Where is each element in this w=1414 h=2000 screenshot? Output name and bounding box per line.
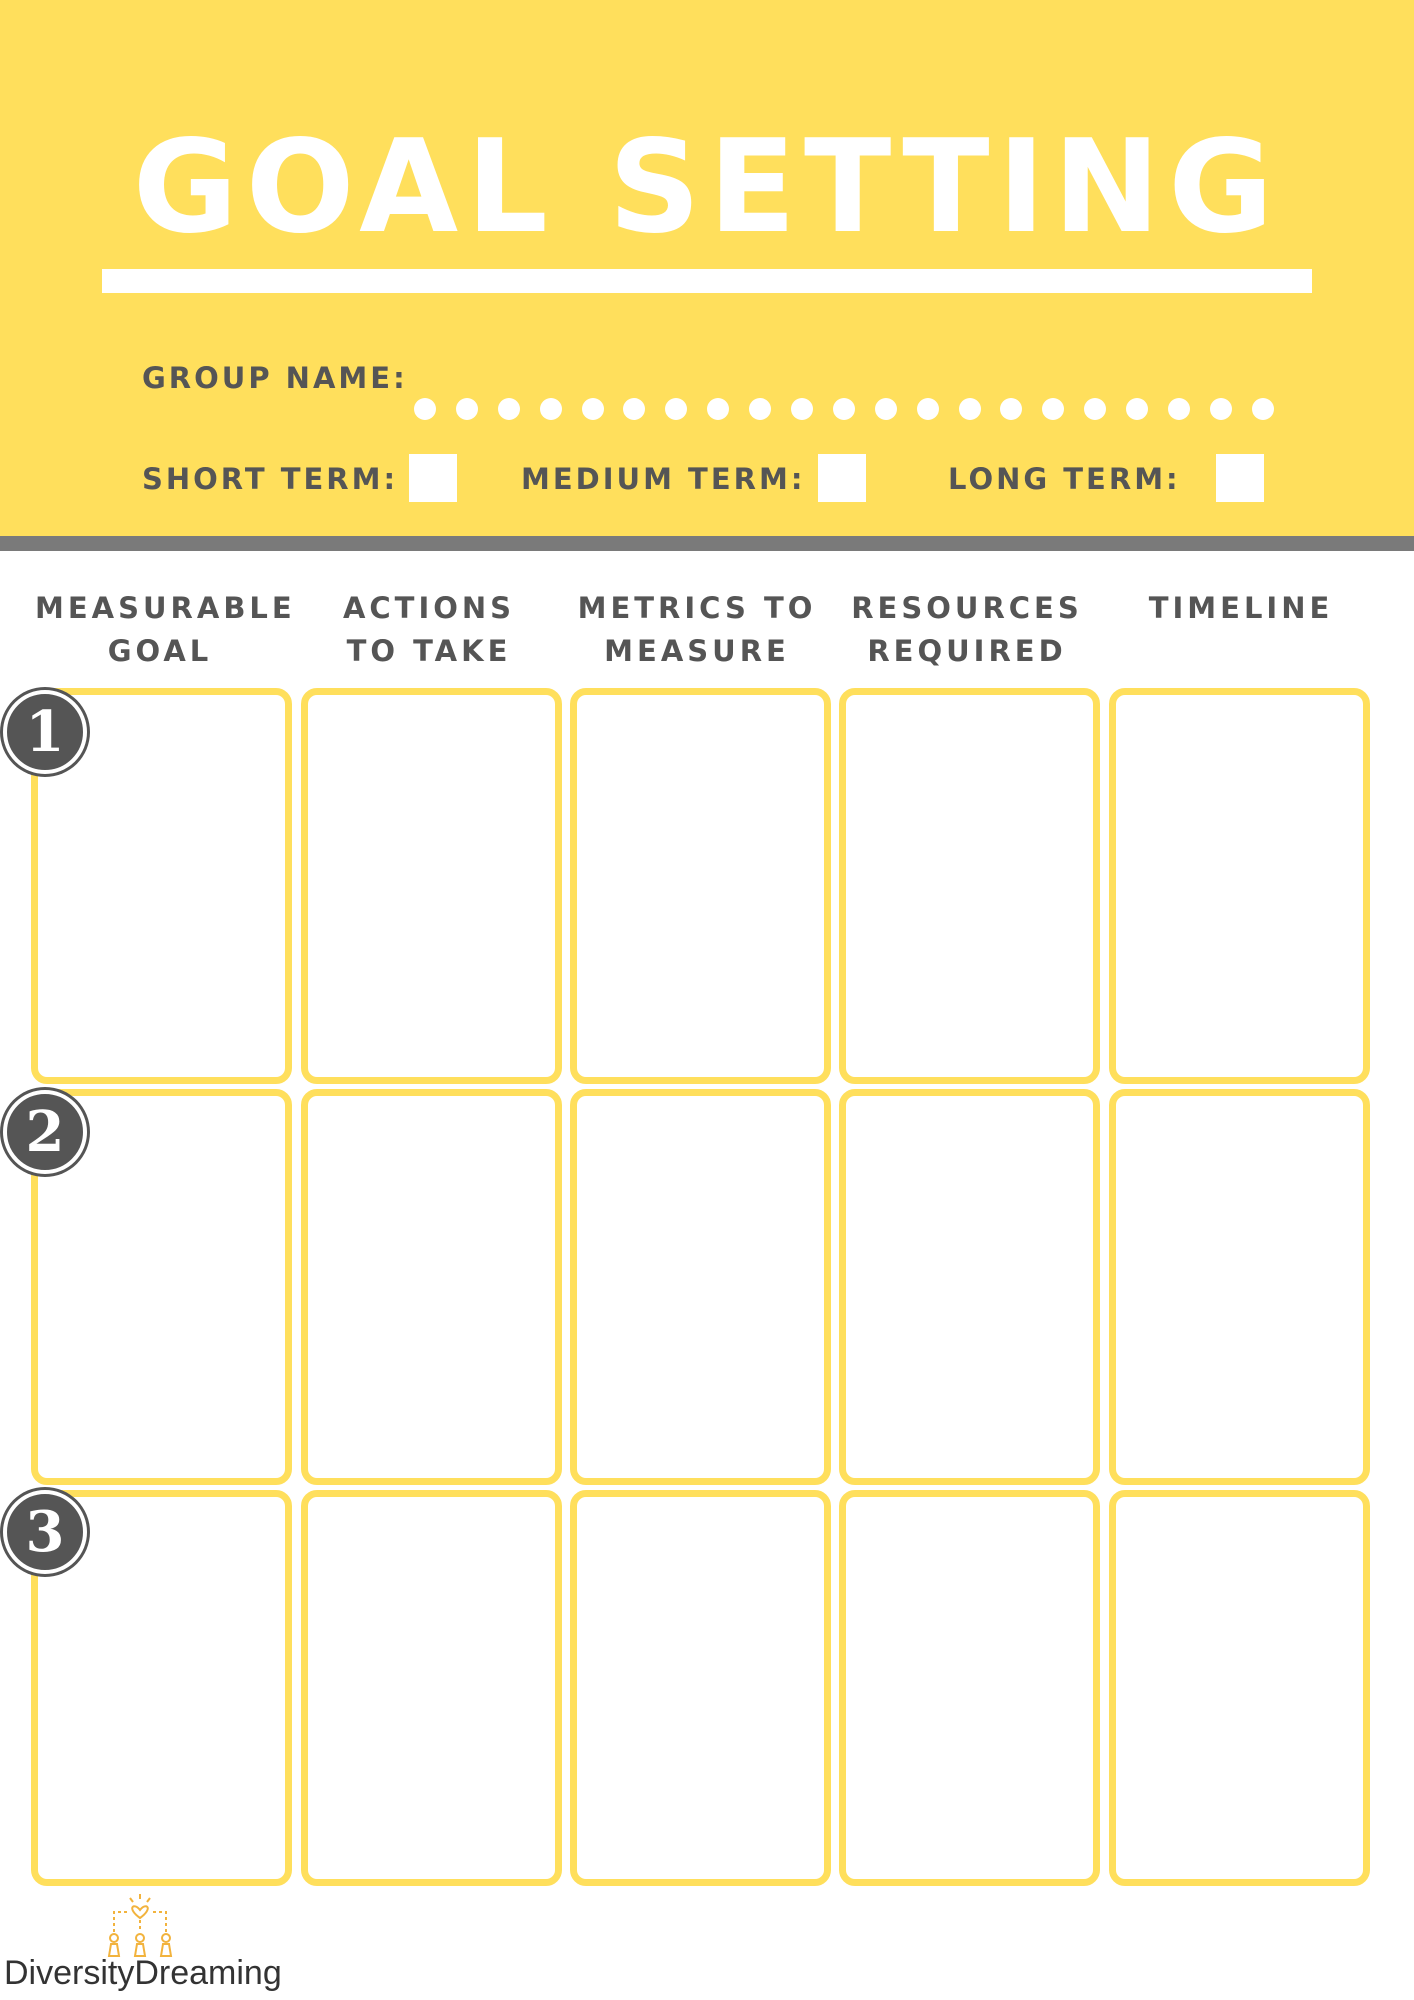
short-term-checkbox[interactable] [409,454,457,502]
row-1-timeline-cell[interactable] [1109,688,1370,1084]
row-2-timeline-cell[interactable] [1109,1089,1370,1485]
column-header-metrics: METRICS TO MEASURE [577,591,817,668]
long-term-checkbox[interactable] [1216,454,1264,502]
row-2-resources-cell[interactable] [839,1089,1100,1485]
row-3-actions-cell[interactable] [301,1490,562,1886]
header-divider [0,536,1414,551]
row-1-resources-cell[interactable] [839,688,1100,1084]
row-number-2-badge: 2 [3,1090,87,1174]
row-number-3-badge: 3 [3,1490,87,1574]
long-term-label: LONG TERM: [948,462,1181,496]
header-banner: GOAL SETTING GROUP NAME: SHORT TERM: MED… [0,0,1414,536]
row-3-timeline-cell[interactable] [1109,1490,1370,1886]
column-header-measurable-goal: MEASURABLE GOAL [35,591,296,668]
row-3-metrics-cell[interactable] [570,1490,831,1886]
page-title: GOAL SETTING [132,113,1282,262]
row-1-actions-cell[interactable] [301,688,562,1084]
column-header-timeline: TIMELINE [1148,591,1334,625]
group-name-field[interactable] [414,396,1274,422]
group-name-label: GROUP NAME: [142,361,408,395]
row-1-metrics-cell[interactable] [570,688,831,1084]
row-2-metrics-cell[interactable] [570,1089,831,1485]
row-number-1-badge: 1 [3,690,87,774]
short-term-label: SHORT TERM: [142,462,399,496]
title-underline [102,269,1312,293]
diversity-dreaming-logo-icon [107,1894,173,1957]
medium-term-label: MEDIUM TERM: [521,462,806,496]
medium-term-checkbox[interactable] [818,454,866,502]
row-3-resources-cell[interactable] [839,1490,1100,1886]
brand-name: DiversityDreaming [4,1954,282,1992]
column-header-actions: ACTIONS TO TAKE [342,591,516,668]
row-2-actions-cell[interactable] [301,1089,562,1485]
column-header-resources: RESOURCES REQUIRED [851,591,1083,668]
